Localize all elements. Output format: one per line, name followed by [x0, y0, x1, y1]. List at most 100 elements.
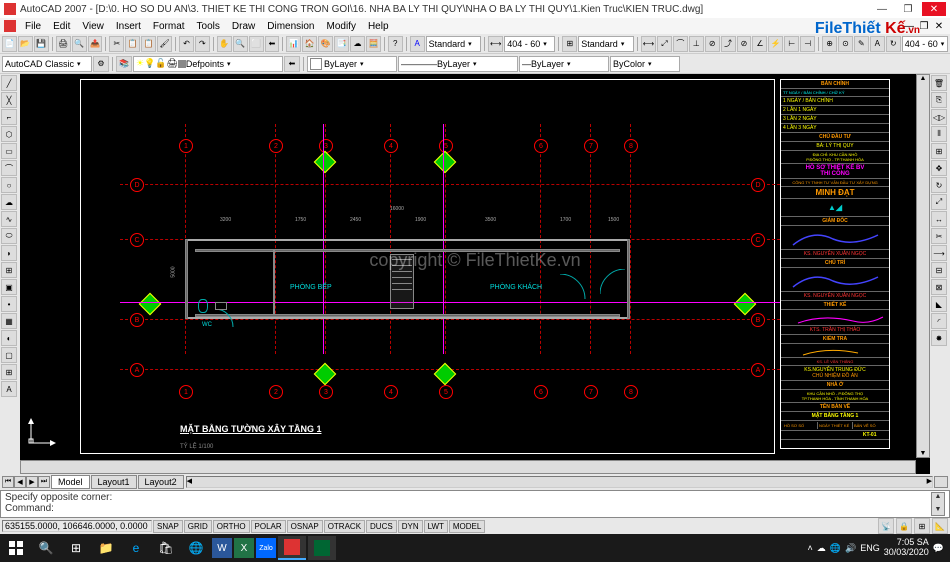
tray-net[interactable]: 🌐 [830, 543, 841, 554]
plot-button[interactable]: 🖨 [56, 36, 71, 52]
dyn-toggle[interactable]: DYN [398, 520, 423, 533]
edge-icon[interactable]: e [122, 536, 150, 560]
revcloud-tool[interactable]: ☁ [1, 194, 17, 210]
layer-prop[interactable]: 📚 [116, 56, 132, 72]
arc-tool[interactable]: ⌒ [1, 160, 17, 176]
move-tool[interactable]: ✥ [931, 160, 947, 176]
stretch-tool[interactable]: ↔ [931, 211, 947, 227]
tab-layout2[interactable]: Layout2 [138, 475, 184, 489]
menu-format[interactable]: Format [148, 21, 190, 32]
tray-clock[interactable]: 7:05 SA30/03/2020 [884, 538, 929, 558]
text-a[interactable]: A [410, 36, 425, 52]
taskview-icon[interactable]: ⊞ [62, 536, 90, 560]
hatch-tool[interactable]: ▦ [1, 313, 17, 329]
ortho-toggle[interactable]: ORTHO [213, 520, 250, 533]
status-lock[interactable]: 🔒 [896, 518, 912, 534]
cut-button[interactable]: ✂ [109, 36, 124, 52]
save-button[interactable]: 💾 [34, 36, 49, 52]
maximize-button[interactable]: ❐ [896, 2, 920, 16]
model-toggle[interactable]: MODEL [449, 520, 485, 533]
spline-tool[interactable]: ∿ [1, 211, 17, 227]
ellipse-tool[interactable]: ⬭ [1, 228, 17, 244]
dim-rad[interactable]: ⊘ [705, 36, 720, 52]
dim-aligned[interactable]: ⤢ [657, 36, 672, 52]
zoom-window[interactable]: ⬜ [249, 36, 264, 52]
new-button[interactable]: 📄 [2, 36, 17, 52]
pline-tool[interactable]: ⌐ [1, 109, 17, 125]
menu-insert[interactable]: Insert [111, 21, 146, 32]
mirror-tool[interactable]: ◁▷ [931, 109, 947, 125]
fillet-tool[interactable]: ◜ [931, 313, 947, 329]
dim-base[interactable]: ⊢ [784, 36, 799, 52]
tab-hscroll[interactable]: ◀▶ [186, 476, 933, 488]
word-icon[interactable]: W [212, 538, 232, 558]
table-tool[interactable]: ⊞ [1, 364, 17, 380]
dim-dia[interactable]: ⊘ [737, 36, 752, 52]
layer-drop[interactable]: ☀💡🔓🖨 Defpoints [133, 56, 283, 72]
tray-cloud[interactable]: ☁ [817, 543, 826, 554]
tray-vol[interactable]: 🔊 [845, 543, 856, 554]
drawing-canvas[interactable]: 1 2 3 4 5 6 7 8 1 2 3 4 5 6 7 8 D C B A … [20, 74, 930, 474]
status-comm[interactable]: 📡 [878, 518, 894, 534]
zoom-prev[interactable]: ⬅ [265, 36, 280, 52]
dim-linear[interactable]: ⟷ [641, 36, 656, 52]
calc-button[interactable]: 🧮 [366, 36, 381, 52]
redo-button[interactable]: ↷ [195, 36, 210, 52]
dim-ord[interactable]: ⊥ [689, 36, 704, 52]
otrack-toggle[interactable]: OTRACK [324, 520, 365, 533]
array-tool[interactable]: ⊞ [931, 143, 947, 159]
menu-view[interactable]: View [77, 21, 109, 32]
textstyle-drop[interactable]: Standard [426, 36, 482, 52]
erase-tool[interactable]: 🗑 [931, 75, 947, 91]
preview-button[interactable]: 🔍 [72, 36, 87, 52]
workspace-drop[interactable]: AutoCAD Classic [2, 56, 92, 72]
tab-model[interactable]: Model [51, 475, 90, 489]
menu-modify[interactable]: Modify [322, 21, 361, 32]
osnap-toggle[interactable]: OSNAP [287, 520, 323, 533]
lwt-toggle[interactable]: LWT [424, 520, 448, 533]
block-tool[interactable]: ▣ [1, 279, 17, 295]
ducs-toggle[interactable]: DUCS [366, 520, 397, 533]
close-button[interactable]: ✕ [922, 2, 946, 16]
tab-layout1[interactable]: Layout1 [91, 475, 137, 489]
menu-file[interactable]: File [20, 21, 46, 32]
lineweight-drop[interactable]: — ByLayer [519, 56, 609, 72]
menu-tools[interactable]: Tools [192, 21, 225, 32]
offset-tool[interactable]: ⫴ [931, 126, 947, 142]
start-button[interactable] [2, 536, 30, 560]
tray-up[interactable]: ˄ [808, 543, 813, 553]
excel-icon[interactable]: X [234, 538, 254, 558]
tray-notif[interactable]: 💬 [933, 543, 944, 554]
mtext-tool[interactable]: A [1, 381, 17, 397]
menu-help[interactable]: Help [363, 21, 394, 32]
dim-cont[interactable]: ⊣ [800, 36, 815, 52]
snap-toggle[interactable]: SNAP [153, 520, 183, 533]
circle-tool[interactable]: ○ [1, 177, 17, 193]
tab-prev[interactable]: ◀ [14, 476, 26, 488]
dcenter-button[interactable]: 🏠 [302, 36, 317, 52]
mdi-close[interactable]: ✕ [932, 21, 946, 32]
tablestyle-drop[interactable]: Standard [578, 36, 634, 52]
search-icon[interactable]: 🔍 [32, 536, 60, 560]
properties-button[interactable]: 📊 [286, 36, 301, 52]
gradient-tool[interactable]: ◐ [1, 330, 17, 346]
dim-jog[interactable]: ⤴ [721, 36, 736, 52]
scale-tool[interactable]: ⤢ [931, 194, 947, 210]
match-button[interactable]: 🖌 [157, 36, 172, 52]
open-button[interactable]: 📂 [18, 36, 33, 52]
dimstyle-drop[interactable]: 404 - 60 [504, 36, 555, 52]
undo-button[interactable]: ↶ [179, 36, 194, 52]
join-tool[interactable]: ⊠ [931, 279, 947, 295]
toolpal-button[interactable]: 🎨 [318, 36, 333, 52]
extend-tool[interactable]: ⟶ [931, 245, 947, 261]
table-icon[interactable]: ⊞ [562, 36, 577, 52]
command-line[interactable]: ▲▼ Specify opposite corner: Command: [0, 490, 950, 518]
tab-last[interactable]: ⏭ [38, 476, 50, 488]
grid-toggle[interactable]: GRID [184, 520, 212, 533]
dim-ang[interactable]: ∠ [752, 36, 767, 52]
workspace-settings[interactable]: ⚙ [93, 56, 109, 72]
zalo-icon[interactable]: Zalo [256, 538, 276, 558]
menu-draw[interactable]: Draw [227, 21, 260, 32]
cmd-scroll[interactable]: ▲▼ [931, 492, 945, 516]
status-ann[interactable]: 📐 [932, 518, 948, 534]
